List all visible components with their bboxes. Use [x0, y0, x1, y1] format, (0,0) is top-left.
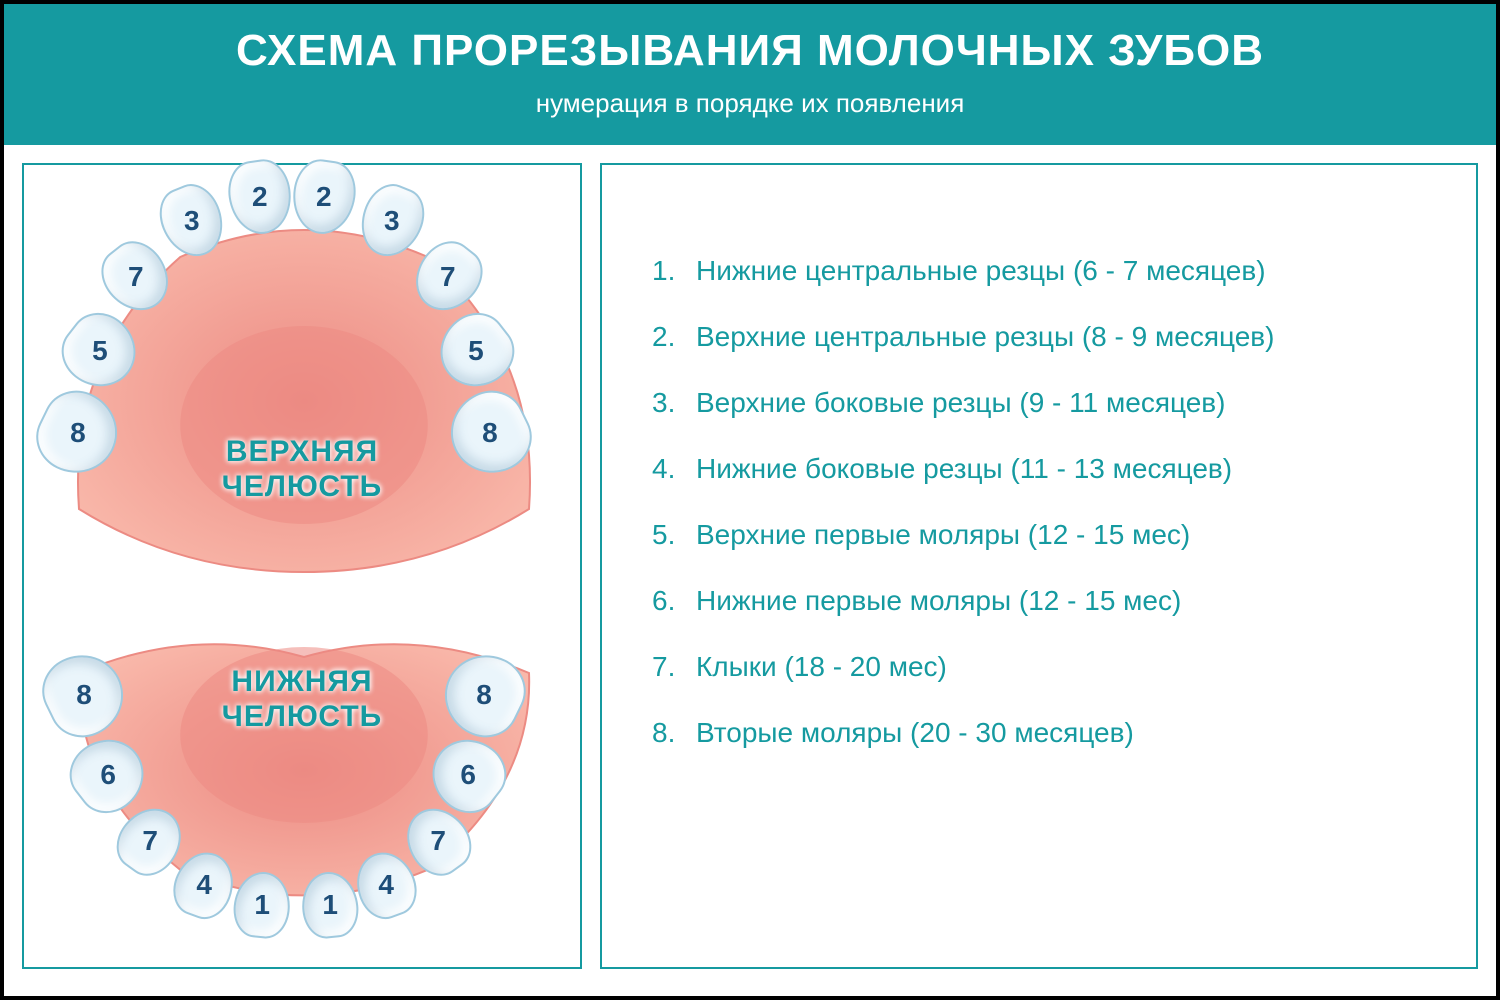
legend-text: Верхние первые моляры (12 - 15 мес): [696, 519, 1190, 551]
tooth-number: 7: [440, 261, 456, 293]
tooth-number: 3: [184, 205, 200, 237]
legend-text: Клыки (18 - 20 мес): [696, 651, 947, 683]
legend-number: 3.: [652, 387, 686, 419]
legend-list: 1. Нижние центральные резцы (6 - 7 месяце…: [652, 255, 1426, 749]
diagram-panel: ВЕРХНЯЯ ЧЕЛЮСТЬ НИЖНЯЯ ЧЕЛЮСТЬ 2 2 3 3 7 7 5 5 8…: [22, 163, 582, 969]
legend-item: 8. Вторые моляры (20 - 30 месяцев): [652, 717, 1426, 749]
tooth-number: 6: [100, 759, 116, 791]
upper-jaw-label: ВЕРХНЯЯ ЧЕЛЮСТЬ: [172, 435, 432, 504]
tooth-number: 8: [476, 679, 492, 711]
title: СХЕМА ПРОРЕЗЫВАНИЯ МОЛОЧНЫХ ЗУБОВ: [14, 26, 1486, 76]
legend-text: Нижние боковые резцы (11 - 13 месяцев): [696, 453, 1232, 485]
legend-text: Нижние центральные резцы (6 - 7 месяцев): [696, 255, 1266, 287]
legend-number: 1.: [652, 255, 686, 287]
tooth-number: 7: [430, 825, 446, 857]
teeth-diagram: ВЕРХНЯЯ ЧЕЛЮСТЬ НИЖНЯЯ ЧЕЛЮСТЬ 2 2 3 3 7 7 5 5 8…: [24, 165, 580, 967]
legend-text: Нижние первые моляры (12 - 15 мес): [696, 585, 1181, 617]
tooth-number: 5: [468, 335, 484, 367]
tooth-number: 2: [316, 181, 332, 213]
header-bar: СХЕМА ПРОРЕЗЫВАНИЯ МОЛОЧНЫХ ЗУБОВ нумера…: [4, 4, 1496, 145]
legend-item: 6. Нижние первые моляры (12 - 15 мес): [652, 585, 1426, 617]
columns: ВЕРХНЯЯ ЧЕЛЮСТЬ НИЖНЯЯ ЧЕЛЮСТЬ 2 2 3 3 7 7 5 5 8…: [4, 145, 1496, 987]
tooth-number: 7: [142, 825, 158, 857]
tooth-number: 4: [378, 869, 394, 901]
legend-item: 1. Нижние центральные резцы (6 - 7 месяце…: [652, 255, 1426, 287]
tooth-number: 2: [252, 181, 268, 213]
legend-item: 3. Верхние боковые резцы (9 - 11 месяцев): [652, 387, 1426, 419]
tooth-number: 4: [196, 869, 212, 901]
infographic-frame: СХЕМА ПРОРЕЗЫВАНИЯ МОЛОЧНЫХ ЗУБОВ нумера…: [0, 0, 1500, 1000]
tooth-number: 1: [254, 889, 270, 921]
subtitle: нумерация в порядке их появления: [14, 88, 1486, 119]
tooth-number: 8: [70, 417, 86, 449]
legend-text: Верхние боковые резцы (9 - 11 месяцев): [696, 387, 1225, 419]
tooth-number: 8: [76, 679, 92, 711]
lower-jaw-label: НИЖНЯЯ ЧЕЛЮСТЬ: [172, 665, 432, 734]
legend-number: 5.: [652, 519, 686, 551]
legend-panel: 1. Нижние центральные резцы (6 - 7 месяце…: [600, 163, 1478, 969]
legend-number: 6.: [652, 585, 686, 617]
tooth-number: 6: [460, 759, 476, 791]
legend-text: Верхние центральные резцы (8 - 9 месяцев…: [696, 321, 1274, 353]
legend-number: 2.: [652, 321, 686, 353]
legend-number: 7.: [652, 651, 686, 683]
legend-item: 7. Клыки (18 - 20 мес): [652, 651, 1426, 683]
legend-item: 4. Нижние боковые резцы (11 - 13 месяцев): [652, 453, 1426, 485]
legend-number: 8.: [652, 717, 686, 749]
legend-text: Вторые моляры (20 - 30 месяцев): [696, 717, 1134, 749]
tooth-number: 5: [92, 335, 108, 367]
tooth-number: 3: [384, 205, 400, 237]
tooth-number: 7: [128, 261, 144, 293]
legend-number: 4.: [652, 453, 686, 485]
tooth-number: 8: [482, 417, 498, 449]
legend-item: 2. Верхние центральные резцы (8 - 9 месяц…: [652, 321, 1426, 353]
legend-item: 5. Верхние первые моляры (12 - 15 мес): [652, 519, 1426, 551]
tooth-number: 1: [322, 889, 338, 921]
